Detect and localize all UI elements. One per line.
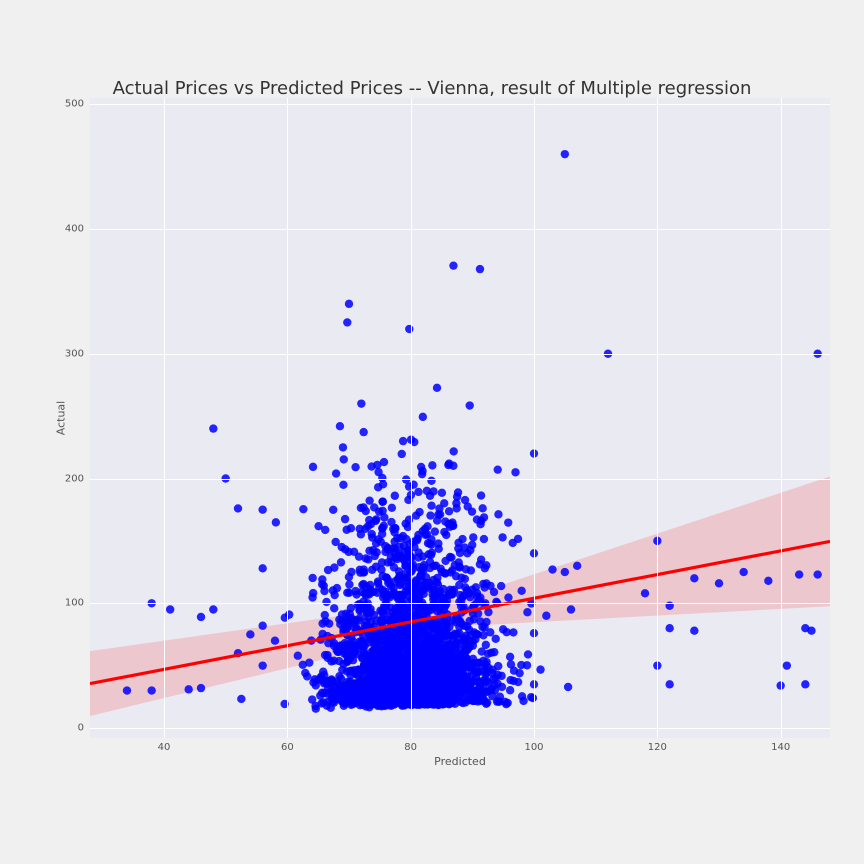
y-tick-label: 400	[65, 223, 84, 234]
x-tick-label: 100	[524, 742, 543, 753]
x-tick-label: 80	[404, 742, 417, 753]
gridline-v	[781, 98, 782, 738]
y-tick-label: 0	[78, 723, 84, 734]
gridline-v	[411, 98, 412, 738]
y-axis-label: Actual	[55, 401, 68, 435]
gridline-v	[164, 98, 165, 738]
gridline-h	[90, 104, 830, 105]
x-tick-label: 140	[771, 742, 790, 753]
gridline-v	[287, 98, 288, 738]
gridline-h	[90, 479, 830, 480]
figure: Actual Prices vs Predicted Prices -- Vie…	[0, 0, 864, 864]
gridline-v	[534, 98, 535, 738]
scatter-group	[123, 150, 822, 713]
x-axis-label: Predicted	[90, 755, 830, 768]
axes-area: Predicted Actual 40608010012014001002003…	[90, 98, 830, 738]
y-tick-label: 300	[65, 348, 84, 359]
x-tick-label: 60	[281, 742, 294, 753]
x-tick-label: 40	[158, 742, 171, 753]
y-tick-label: 500	[65, 99, 84, 110]
gridline-h	[90, 603, 830, 604]
chart-title: Actual Prices vs Predicted Prices -- Vie…	[0, 78, 864, 99]
gridline-h	[90, 354, 830, 355]
y-tick-label: 100	[65, 598, 84, 609]
gridline-h	[90, 229, 830, 230]
gridline-v	[657, 98, 658, 738]
x-tick-label: 120	[648, 742, 667, 753]
gridline-h	[90, 728, 830, 729]
y-tick-label: 200	[65, 473, 84, 484]
plot-svg	[90, 98, 830, 738]
